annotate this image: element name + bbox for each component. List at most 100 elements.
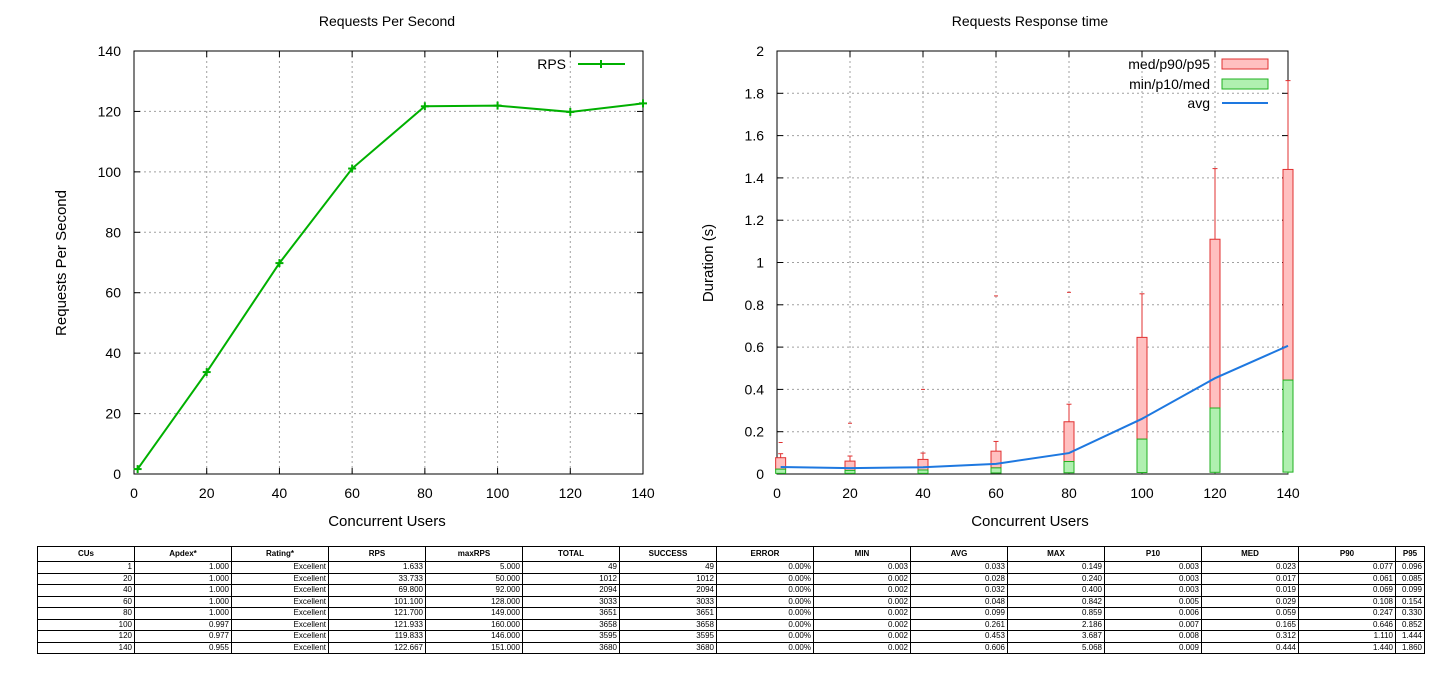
box-group [1063, 403, 1075, 474]
table-cell: 0.003 [813, 561, 911, 574]
table-cell: 0.003 [1104, 584, 1202, 597]
y-tick-label: 0.4 [745, 381, 765, 397]
upper-box [1063, 421, 1075, 463]
table-cell: 0.444 [1201, 641, 1299, 654]
table-cell: Excellent [231, 607, 329, 620]
avg-line [780, 344, 1289, 470]
table-cell: 0.859 [1007, 607, 1105, 620]
x-axis-label: Concurrent Users [971, 513, 1089, 530]
column-header: P95 [1395, 546, 1425, 562]
column-header: P10 [1104, 546, 1202, 562]
table-cell: 0.646 [1298, 618, 1396, 631]
table-cell: 0.048 [910, 595, 1008, 608]
table-cell: 50.000 [425, 572, 523, 585]
lower-box [990, 467, 1002, 474]
box-group [990, 440, 1002, 474]
y-tick-label: 1.8 [745, 85, 765, 101]
y-tick-label: 80 [105, 224, 121, 240]
table-cell: 101.100 [328, 595, 426, 608]
table-cell: 1.110 [1298, 630, 1396, 643]
table-cell: 0.240 [1007, 572, 1105, 585]
table-cell: 0.842 [1007, 595, 1105, 608]
y-tick-label: 1.6 [745, 128, 765, 144]
x-tick-label: 120 [1203, 485, 1227, 501]
table-cell: 1.000 [134, 595, 232, 608]
table-cell: 0.154 [1395, 595, 1425, 608]
lower-box [1063, 461, 1075, 474]
table-cell: 3658 [619, 618, 717, 631]
table-cell: 0.955 [134, 641, 232, 654]
box-group [844, 455, 856, 474]
table-cell: 69.800 [328, 584, 426, 597]
rps-point [275, 259, 284, 268]
table-cell: Excellent [231, 630, 329, 643]
table-cell: 5.000 [425, 561, 523, 574]
rps-point [493, 101, 502, 110]
table-row: 40 1.000 Excellent 69.800 92.000 2094 2094 0.00… [37, 584, 1425, 597]
y-tick-label: 1.4 [745, 170, 765, 186]
table-cell: 0.099 [1395, 584, 1425, 597]
y-tick-label: 20 [105, 406, 121, 422]
y-tick-label: 140 [98, 43, 122, 59]
table-cell: 121.933 [328, 618, 426, 631]
chart-title: Requests Per Second [319, 13, 455, 29]
table-row: 140 0.955 Excellent 122.667 151.000 3680 3680 0… [37, 641, 1425, 654]
table-cell: 146.000 [425, 630, 523, 643]
y-tick-label: 60 [105, 285, 121, 301]
stats-table-header: CUs Apdex* Rating* RPS maxRPS TOTAL SUCCESS ERR… [37, 546, 1425, 562]
table-cell: 0.997 [134, 618, 232, 631]
table-cell: 0.033 [910, 561, 1008, 574]
y-tick-label: 0 [756, 466, 764, 482]
table-cell: 3651 [619, 607, 717, 620]
column-header: AVG [910, 546, 1008, 562]
table-cell: 3033 [619, 595, 717, 608]
column-header: MED [1201, 546, 1299, 562]
x-tick-label: 0 [773, 485, 781, 501]
table-cell: Excellent [231, 595, 329, 608]
table-cell: 0.002 [813, 584, 911, 597]
table-cell: 20 [37, 572, 135, 585]
table-cell: 0.096 [1395, 561, 1425, 574]
y-tick-label: 1.2 [745, 212, 765, 228]
table-cell: 122.667 [328, 641, 426, 654]
table-cell: 0.023 [1201, 561, 1299, 574]
table-cell: 0.061 [1298, 572, 1396, 585]
table-cell: 0.002 [813, 607, 911, 620]
legend-swatch-upper [1221, 58, 1269, 70]
table-cell: 0.00% [716, 618, 814, 631]
table-cell: 1.000 [134, 607, 232, 620]
table-cell: 2094 [619, 584, 717, 597]
table-cell: 1.000 [134, 561, 232, 574]
upper-box [990, 450, 1002, 469]
table-cell: 0.069 [1298, 584, 1396, 597]
lower-box [1209, 407, 1221, 473]
x-tick-label: 100 [486, 485, 510, 501]
table-cell: 0.852 [1395, 618, 1425, 631]
table-cell: 0.003 [1104, 561, 1202, 574]
table-cell: 3.687 [1007, 630, 1105, 643]
table-row: 100 0.997 Excellent 121.933 160.000 3658 3658 0… [37, 618, 1425, 631]
x-tick-label: 80 [1061, 485, 1077, 501]
table-cell: 119.833 [328, 630, 426, 643]
y-tick-label: 0.6 [745, 339, 765, 355]
column-header: MAX [1007, 546, 1105, 562]
lower-box [775, 468, 787, 474]
x-tick-label: 40 [272, 485, 288, 501]
box-group [1282, 80, 1294, 474]
table-cell: 0.00% [716, 584, 814, 597]
table-cell: 0.085 [1395, 572, 1425, 585]
plot-border [133, 50, 644, 475]
column-header: ERROR [716, 546, 814, 562]
table-cell: 3680 [619, 641, 717, 654]
table-cell: 0.007 [1104, 618, 1202, 631]
legend-label: RPS [537, 56, 566, 72]
table-cell: 0.261 [910, 618, 1008, 631]
table-cell: 2094 [522, 584, 620, 597]
legend-label: min/p10/med [1129, 76, 1210, 92]
table-cell: 3658 [522, 618, 620, 631]
table-cell: 0.002 [813, 595, 911, 608]
table-cell: 0.247 [1298, 607, 1396, 620]
column-header: RPS [328, 546, 426, 562]
table-cell: 0.002 [813, 641, 911, 654]
table-cell: 1.440 [1298, 641, 1396, 654]
